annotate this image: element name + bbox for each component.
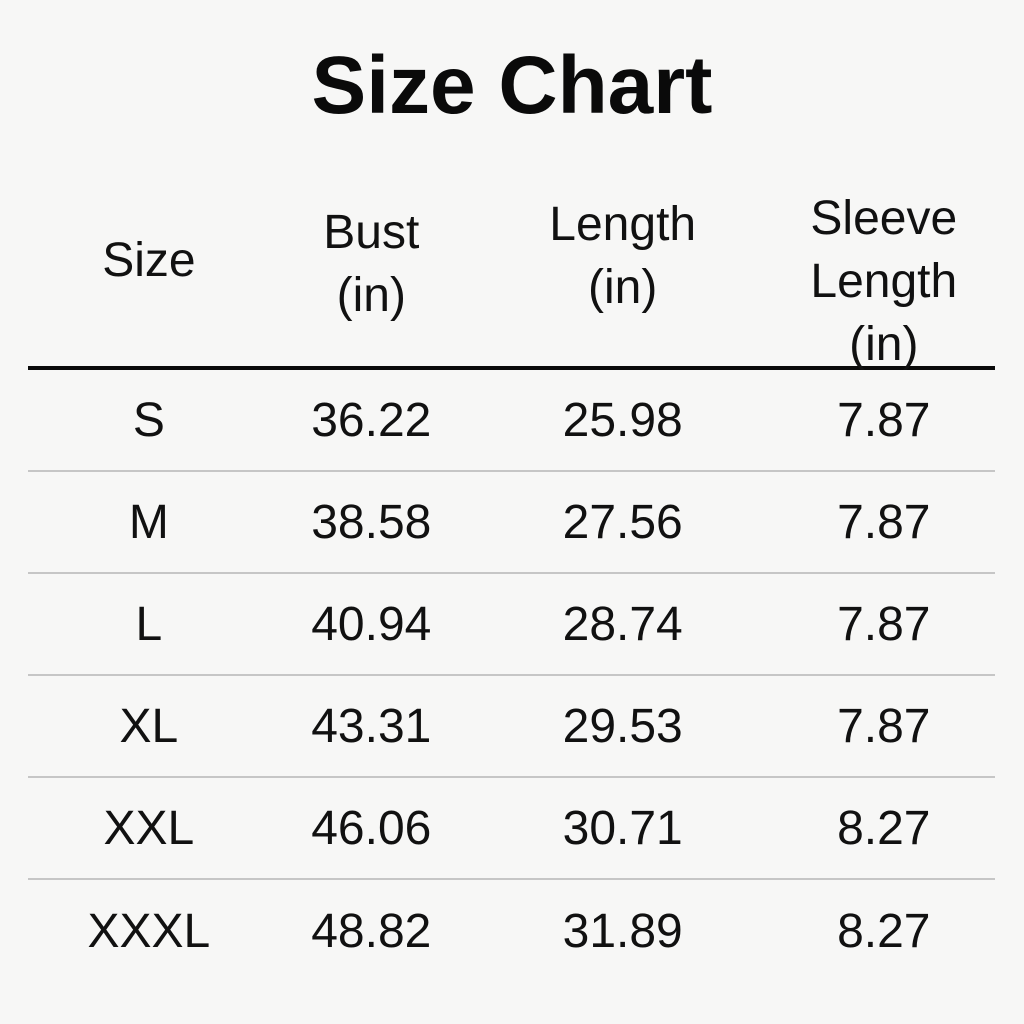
- cell-bust: 48.82: [311, 904, 432, 958]
- cell-sleeve-length: 7.87: [837, 393, 931, 447]
- cell-bust: 46.06: [311, 801, 432, 855]
- cell-size: L: [135, 597, 163, 651]
- cell-bust: 38.58: [311, 495, 432, 549]
- table-row-s: S 36.22 25.98 7.87: [28, 370, 995, 472]
- cell-length: 29.53: [562, 699, 683, 753]
- size-table: Size Bust (in) Length (in) Sleeve Length…: [28, 185, 995, 982]
- column-header-bust: Bust (in): [323, 205, 420, 322]
- cell-length: 31.89: [562, 904, 683, 958]
- cell-length: 28.74: [562, 597, 683, 651]
- table-header-row: Size Bust (in) Length (in) Sleeve Length…: [28, 185, 995, 371]
- cell-length: 30.71: [562, 801, 683, 855]
- cell-size: XXL: [103, 801, 195, 855]
- table-row-xl: XL 43.31 29.53 7.87: [28, 676, 995, 778]
- cell-bust: 36.22: [311, 393, 432, 447]
- page-title: Size Chart: [311, 40, 713, 131]
- cell-bust: 43.31: [311, 699, 432, 753]
- column-header-size: Size: [102, 234, 196, 287]
- cell-size: XL: [119, 699, 179, 753]
- cell-length: 27.56: [562, 495, 683, 549]
- table-row-xxxl: XXXL 48.82 31.89 8.27: [28, 880, 995, 982]
- table-row-m: M 38.58 27.56 7.87: [28, 472, 995, 574]
- cell-sleeve-length: 7.87: [837, 597, 931, 651]
- column-header-sleeve-length: Sleeve Length (in): [810, 192, 958, 371]
- column-header-length: Length (in): [549, 197, 697, 314]
- table-row-xxl: XXL 46.06 30.71 8.27: [28, 778, 995, 880]
- cell-length: 25.98: [562, 393, 683, 447]
- cell-sleeve-length: 7.87: [837, 699, 931, 753]
- cell-size: XXXL: [87, 904, 211, 958]
- cell-sleeve-length: 7.87: [837, 495, 931, 549]
- table-row-l: L 40.94 28.74 7.87: [28, 574, 995, 676]
- cell-sleeve-length: 8.27: [837, 801, 931, 855]
- cell-bust: 40.94: [311, 597, 432, 651]
- cell-size: M: [128, 495, 169, 549]
- cell-size: S: [132, 393, 165, 447]
- cell-sleeve-length: 8.27: [837, 904, 931, 958]
